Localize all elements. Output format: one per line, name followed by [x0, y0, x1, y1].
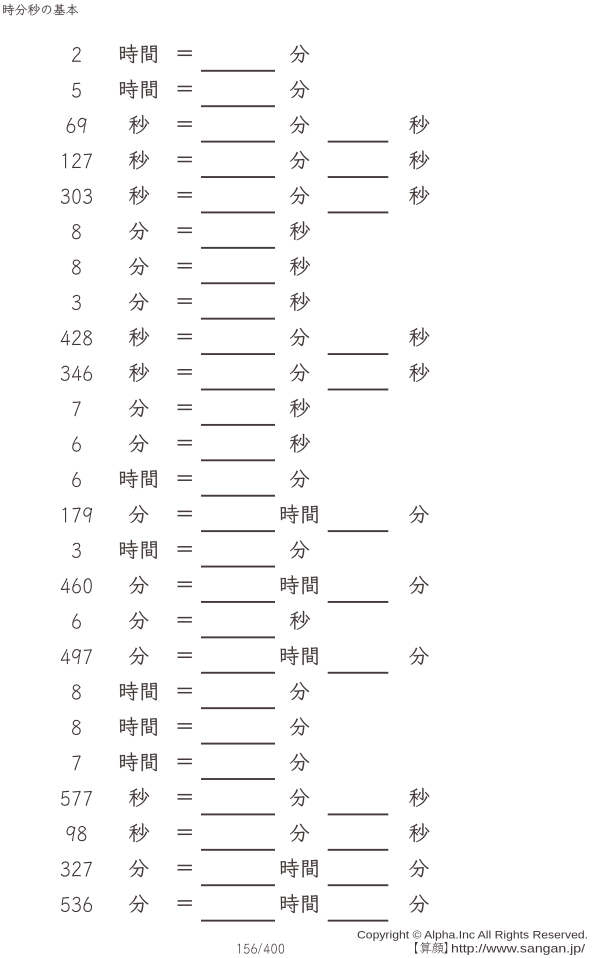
svg-text:Copyright © Alpha.Inc All R: Copyright © Alpha.Inc All Rights Reserve…	[357, 930, 588, 942]
svg-text:http://www.sangan.jp/: http://www.sangan.jp/	[451, 942, 586, 956]
